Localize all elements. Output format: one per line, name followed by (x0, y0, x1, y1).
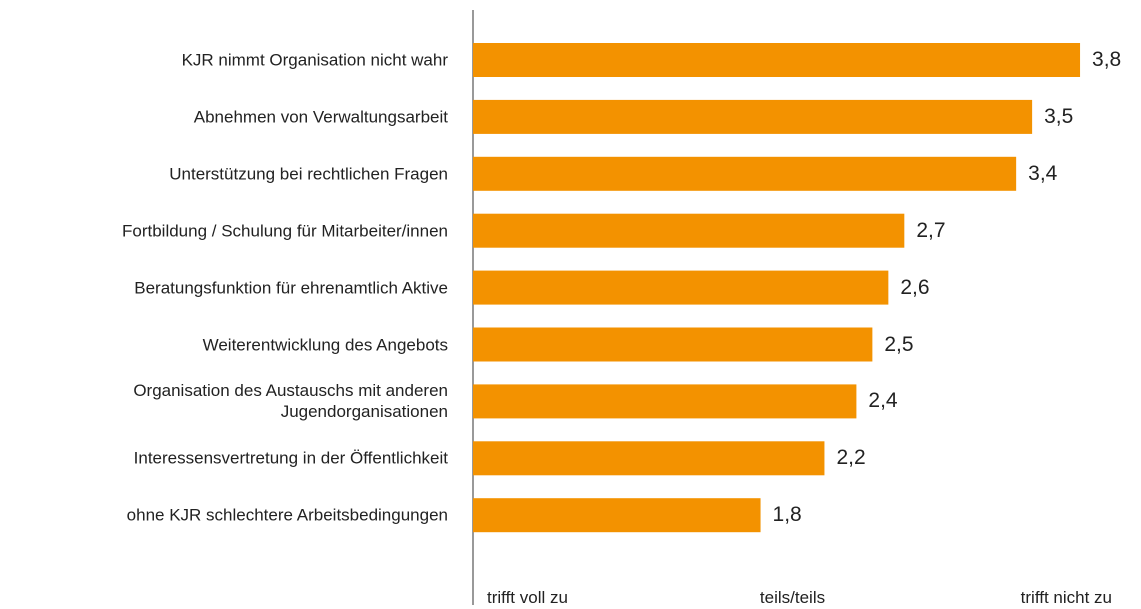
category-label: Fortbildung / Schulung für Mitarbeiter/i… (121, 221, 448, 241)
x-tick-label: teils/teils (759, 588, 826, 607)
value-label: 3,4 (1028, 161, 1058, 185)
category-label: Abnehmen von Verwaltungsarbeit (193, 107, 448, 127)
category-label: Interessensvertretung in der Öffentlichk… (133, 448, 448, 468)
value-label: 2,2 (836, 446, 866, 470)
bar (473, 384, 857, 419)
x-tick-label: trifft nicht zu (1020, 588, 1112, 607)
bar (473, 498, 761, 533)
bar (473, 327, 873, 362)
x-tick-label: trifft voll zu (487, 588, 568, 607)
category-label: KJR nimmt Organisation nicht wahr (181, 50, 448, 70)
bar (473, 99, 1033, 134)
value-label: 2,5 (884, 332, 914, 356)
bar (473, 43, 1081, 77)
bar (473, 213, 905, 248)
value-label: 2,4 (868, 389, 898, 413)
value-label: 2,7 (916, 218, 946, 242)
value-label: 3,8 (1092, 48, 1122, 71)
bar (473, 270, 889, 305)
value-label: 3,5 (1044, 104, 1074, 128)
category-label: Organisation des Austauschs mit anderen … (133, 381, 448, 422)
value-label: 1,8 (772, 503, 802, 527)
category-label: Weiterentwicklung des Angebots (202, 335, 448, 354)
value-label: 2,6 (900, 275, 930, 299)
bar (473, 156, 1017, 191)
bar (473, 441, 825, 476)
category-label: ohne KJR schlechtere Arbeitsbedingungen (126, 505, 448, 525)
category-label: Beratungsfunktion für ehrenamtlich Aktiv… (134, 278, 448, 298)
category-label: Unterstützung bei rechtlichen Fragen (169, 164, 448, 184)
